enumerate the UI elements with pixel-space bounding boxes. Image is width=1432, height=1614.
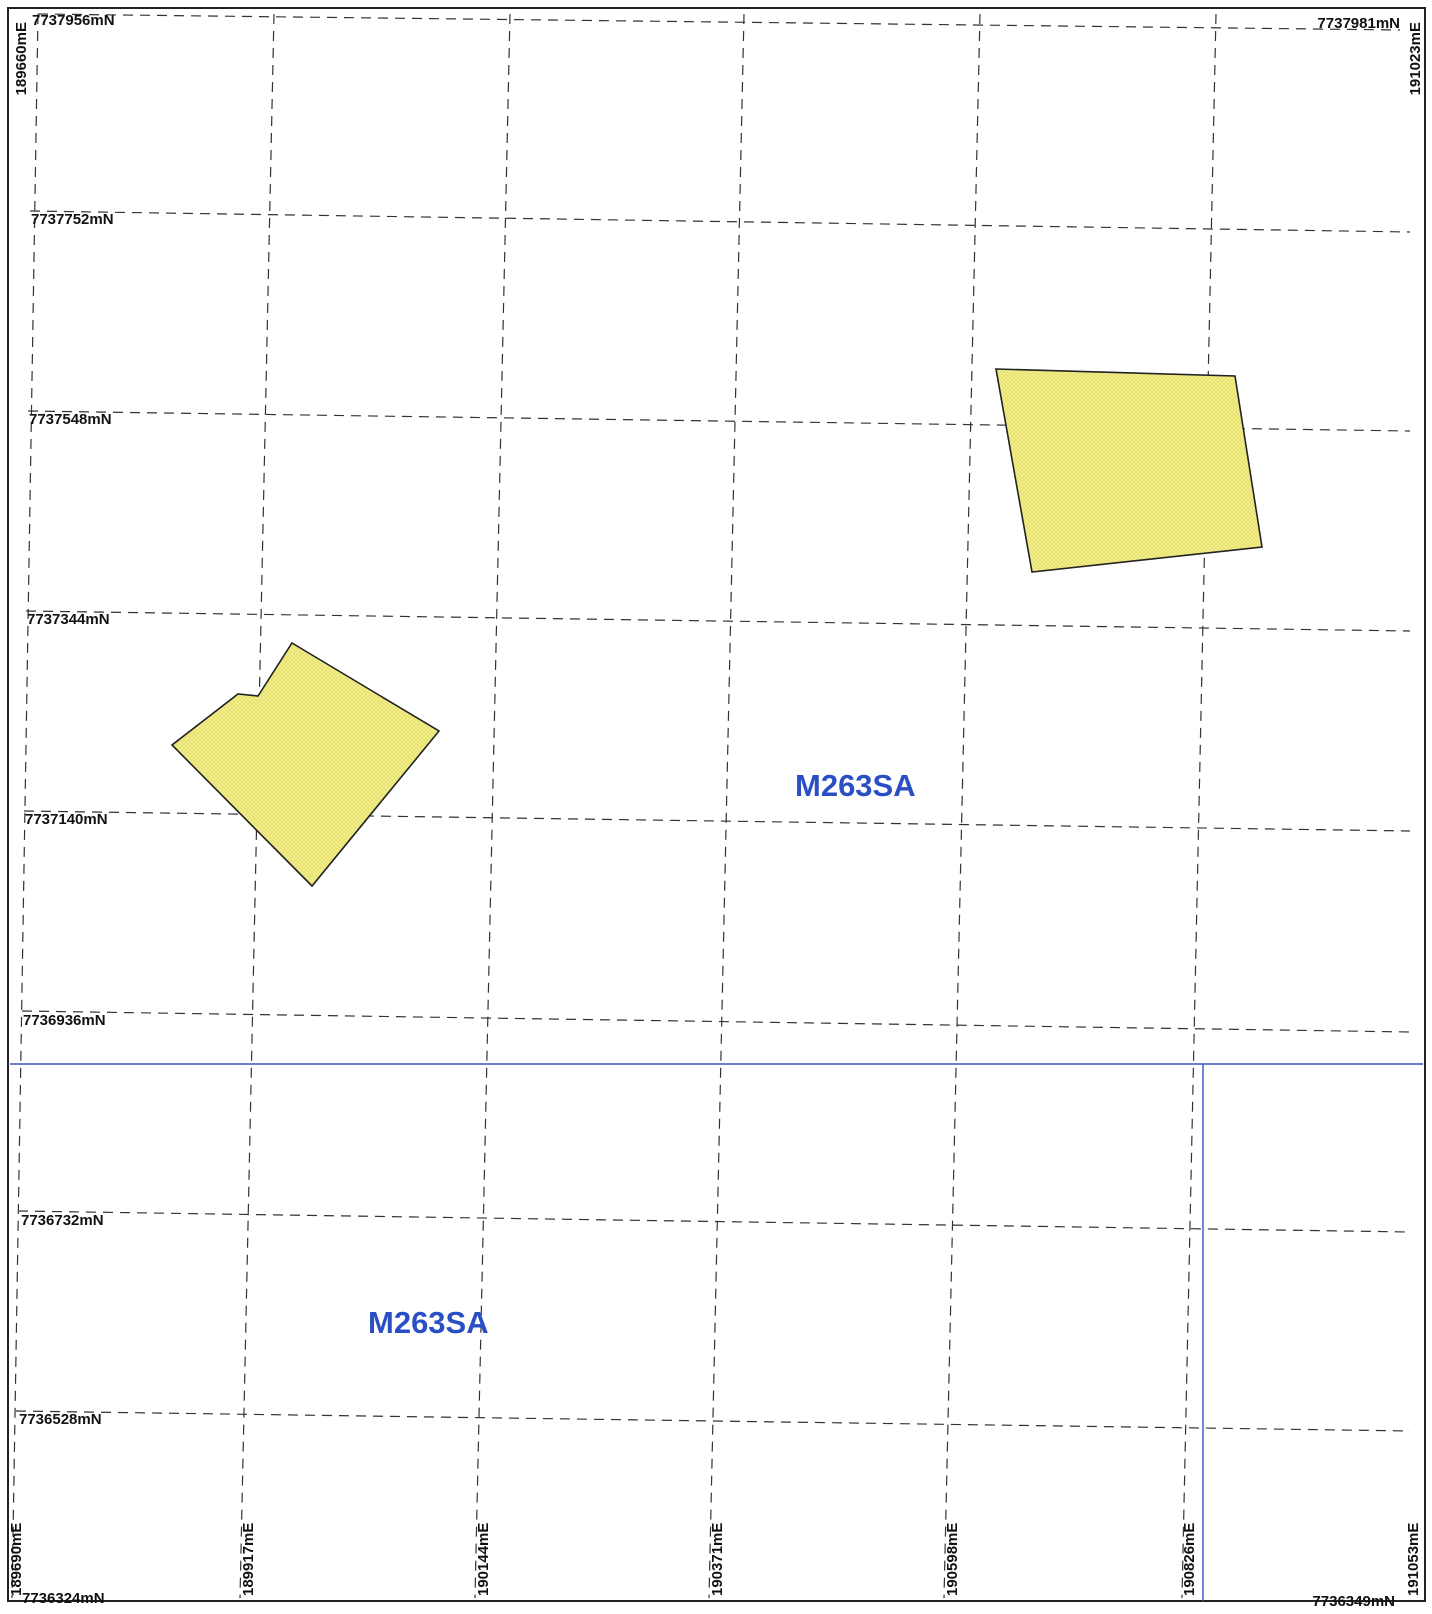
corner-easting-top-left: 189660mE [13,22,30,95]
corner-northing-bottom-right: 7736349mN [1312,1593,1395,1609]
corner-northing-top-left: 7737956mN [32,12,115,29]
northing-gridlines [15,13,1411,1432]
gridline-e-5 [943,13,981,1599]
northing-label: 7736936mN [23,1012,106,1029]
northing-label: 7737752mN [31,211,114,228]
corner-northing-top-right: 7737981mN [1317,15,1400,32]
corner-easting-top-right: 191023mE [1407,22,1424,95]
northing-label: 7737140mN [25,811,108,828]
tenement-boundary [10,1063,1423,1601]
easting-labels: 189690mE 189917mE 190144mE 190371mE 1905… [8,1523,1422,1596]
northing-labels: 7737752mN 7737548mN 7737344mN 7737140mN … [19,211,114,1428]
gridline-n-7 [15,1410,1411,1432]
gridline-e-1 [11,13,39,1599]
easting-label: 189690mE [8,1523,25,1596]
northing-label: 7736732mN [21,1212,104,1229]
easting-label: 191053mE [1405,1523,1422,1596]
map-frame [7,7,1426,1602]
gridline-e-3 [474,13,511,1599]
easting-label: 190144mE [475,1523,492,1596]
gridline-n-top [37,13,1401,31]
corner-northing-bottom-left: 7736324mN [22,1590,105,1607]
easting-label: 190371mE [709,1523,726,1596]
easting-label: 190598mE [944,1523,961,1596]
easting-label: 190826mE [1181,1523,1198,1596]
tenement-label: M263SA [368,1305,489,1340]
gridline-e-4 [708,13,745,1599]
gridline-n-2 [27,410,1411,432]
gridline-e-6 [1181,13,1217,1599]
gridline-e-2 [239,13,275,1599]
northing-label: 7737344mN [27,611,110,628]
gridline-n-6 [17,1210,1411,1233]
gridline-n-5 [21,1010,1411,1033]
gridline-n-4 [23,810,1411,832]
tenement-label: M263SA [795,768,916,803]
northing-label: 7737548mN [29,411,112,428]
block-2-polygon [170,641,441,888]
easting-gridlines [11,13,1217,1599]
gridline-n-3 [25,610,1411,632]
block-1-polygon [995,368,1263,573]
gridline-n-1 [29,210,1411,233]
easting-label: 189917mE [240,1523,257,1596]
northing-label: 7736528mN [19,1411,102,1428]
